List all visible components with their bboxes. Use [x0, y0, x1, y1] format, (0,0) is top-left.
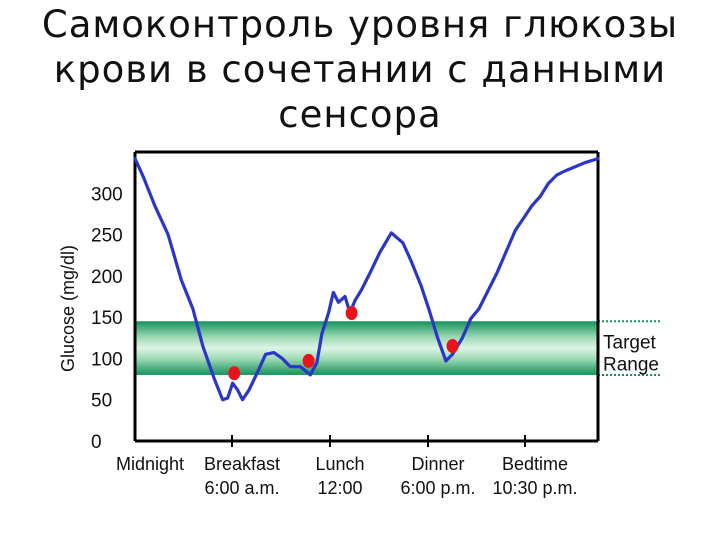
- x-category-sublabel: 6:00 p.m.: [400, 478, 475, 498]
- fingerstick-marker: [302, 353, 315, 368]
- slide-title-line-1: Самоконтроль уровня глюкозы: [41, 3, 679, 46]
- x-category-sublabel: 12:00: [317, 478, 362, 498]
- slide-title-line-3: сенсора: [278, 93, 442, 136]
- x-category-label: Dinner: [411, 454, 464, 474]
- y-tick-label: 300: [91, 184, 123, 205]
- y-tick-label: 50: [91, 391, 112, 412]
- target-range-label-line-1: Target: [603, 332, 657, 353]
- x-category-label: Midnight: [116, 454, 184, 474]
- fingerstick-marker: [446, 339, 459, 354]
- fingerstick-marker: [345, 306, 358, 321]
- target-range-layer: [135, 320, 662, 376]
- target-range-label-line-2: Range: [603, 354, 659, 375]
- x-category-label: Breakfast: [204, 454, 280, 474]
- x-category-label: Lunch: [315, 454, 364, 474]
- fingerstick-marker: [228, 366, 241, 381]
- y-tick-label: 100: [91, 349, 123, 370]
- target-range-band: [135, 321, 598, 375]
- plot-frame-layer: [133, 150, 600, 447]
- y-tick-label: 250: [91, 226, 123, 247]
- y-tick-label: 150: [91, 308, 123, 329]
- y-axis-title: Glucose (mg/dl): [58, 245, 78, 372]
- x-category-label: Bedtime: [502, 454, 568, 474]
- y-tick-label: 200: [91, 267, 123, 288]
- y-tick-label: 0: [91, 432, 102, 453]
- slide-title: Самоконтроль уровня глюкозы крови в соче…: [0, 2, 720, 137]
- x-category-sublabel: 10:30 p.m.: [492, 478, 577, 498]
- slide-title-line-2: крови в сочетании с данными: [53, 48, 667, 91]
- x-category-sublabel: 6:00 a.m.: [204, 478, 279, 498]
- marker-layer: [228, 306, 459, 381]
